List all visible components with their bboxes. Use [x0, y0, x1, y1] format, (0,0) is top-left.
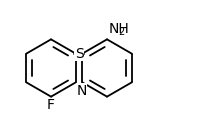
Text: NH: NH [109, 22, 130, 36]
Text: N: N [76, 84, 87, 98]
Text: F: F [47, 98, 55, 112]
Text: S: S [75, 47, 83, 61]
Text: 2: 2 [118, 27, 124, 37]
